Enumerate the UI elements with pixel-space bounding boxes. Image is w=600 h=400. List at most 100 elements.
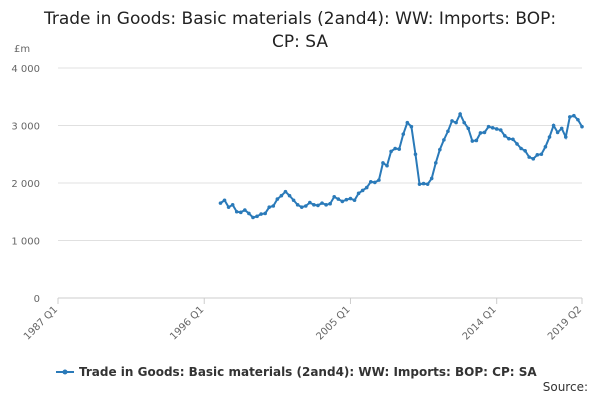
- data-point: [543, 144, 548, 149]
- data-point: [494, 127, 499, 131]
- data-point: [531, 157, 536, 161]
- y-tick-label: 2 000: [11, 179, 40, 190]
- data-point: [348, 196, 353, 201]
- data-point: [328, 201, 332, 206]
- data-point: [438, 147, 442, 152]
- data-point: [291, 198, 296, 203]
- data-point: [527, 155, 531, 159]
- data-point: [507, 136, 511, 141]
- data-point: [417, 182, 422, 186]
- data-point: [535, 153, 540, 157]
- y-tick-label: 3 000: [11, 122, 40, 133]
- data-point: [450, 119, 454, 123]
- data-point: [336, 197, 341, 201]
- x-tick-label: 2005 Q1: [314, 304, 352, 342]
- data-point: [243, 208, 247, 212]
- data-point: [519, 146, 523, 151]
- data-point: [421, 181, 426, 186]
- data-point: [478, 131, 483, 135]
- data-point: [486, 124, 491, 129]
- data-point: [429, 176, 434, 181]
- data-point: [332, 195, 337, 199]
- data-point: [498, 128, 503, 132]
- data-point: [425, 182, 430, 186]
- data-point: [287, 193, 292, 198]
- data-point: [413, 152, 418, 157]
- data-point: [576, 117, 580, 122]
- data-point: [308, 200, 312, 205]
- data-point: [385, 163, 389, 168]
- data-point: [299, 205, 304, 209]
- data-point: [218, 201, 223, 205]
- data-point: [381, 161, 385, 165]
- data-point: [482, 130, 487, 135]
- data-point: [320, 201, 324, 205]
- data-point: [267, 205, 272, 209]
- data-point: [523, 149, 527, 153]
- data-point: [368, 180, 373, 184]
- data-point: [324, 203, 328, 207]
- data-point: [364, 185, 369, 190]
- legend-marker: [62, 369, 68, 375]
- data-point: [251, 215, 255, 220]
- data-point: [303, 204, 308, 208]
- data-point: [474, 138, 479, 143]
- data-point: [466, 126, 471, 131]
- data-point: [401, 132, 406, 136]
- data-point: [222, 198, 227, 203]
- data-point: [568, 115, 572, 119]
- data-point: [275, 197, 280, 201]
- data-point: [551, 123, 556, 128]
- data-point: [271, 204, 276, 208]
- data-point: [559, 126, 564, 131]
- data-point: [555, 130, 560, 135]
- data-point: [442, 138, 446, 142]
- data-point: [405, 120, 410, 125]
- data-point: [572, 113, 576, 118]
- data-point: [490, 126, 495, 130]
- source: Source:: [543, 380, 588, 394]
- data-point: [352, 198, 357, 203]
- data-point: [230, 203, 235, 207]
- data-point: [563, 135, 568, 139]
- series-line: [219, 111, 583, 219]
- data-point: [458, 112, 462, 116]
- data-point: [279, 193, 284, 198]
- data-point: [373, 180, 377, 185]
- data-point: [539, 152, 544, 157]
- data-point: [409, 124, 414, 129]
- data-point: [470, 139, 475, 143]
- data-point: [312, 203, 316, 207]
- x-tick-label: 2019 Q2: [546, 304, 584, 342]
- legend-label: Trade in Goods: Basic materials (2and4):…: [79, 365, 537, 379]
- data-point: [263, 211, 267, 216]
- data-point: [238, 210, 243, 215]
- data-point: [283, 189, 288, 194]
- data-point: [454, 120, 458, 125]
- y-unit: £m: [14, 44, 30, 55]
- data-point: [389, 149, 393, 154]
- data-point: [433, 161, 438, 165]
- data-point: [226, 205, 231, 209]
- data-point: [397, 147, 402, 151]
- data-point: [462, 120, 467, 125]
- data-point: [344, 197, 349, 202]
- data-point: [259, 212, 263, 216]
- data-point: [295, 203, 300, 207]
- y-tick-label: 4 000: [11, 64, 40, 75]
- data-point: [580, 124, 584, 129]
- y-tick-label: 0: [34, 294, 40, 305]
- x-tick-label: 1996 Q1: [168, 304, 206, 342]
- data-point: [340, 199, 345, 204]
- data-point: [393, 146, 397, 151]
- data-point: [356, 191, 361, 196]
- data-point: [360, 188, 365, 193]
- data-point: [547, 135, 552, 139]
- data-point: [377, 178, 381, 182]
- data-point: [511, 137, 515, 142]
- data-point: [234, 209, 239, 214]
- data-point: [503, 134, 507, 138]
- data-point: [446, 129, 450, 134]
